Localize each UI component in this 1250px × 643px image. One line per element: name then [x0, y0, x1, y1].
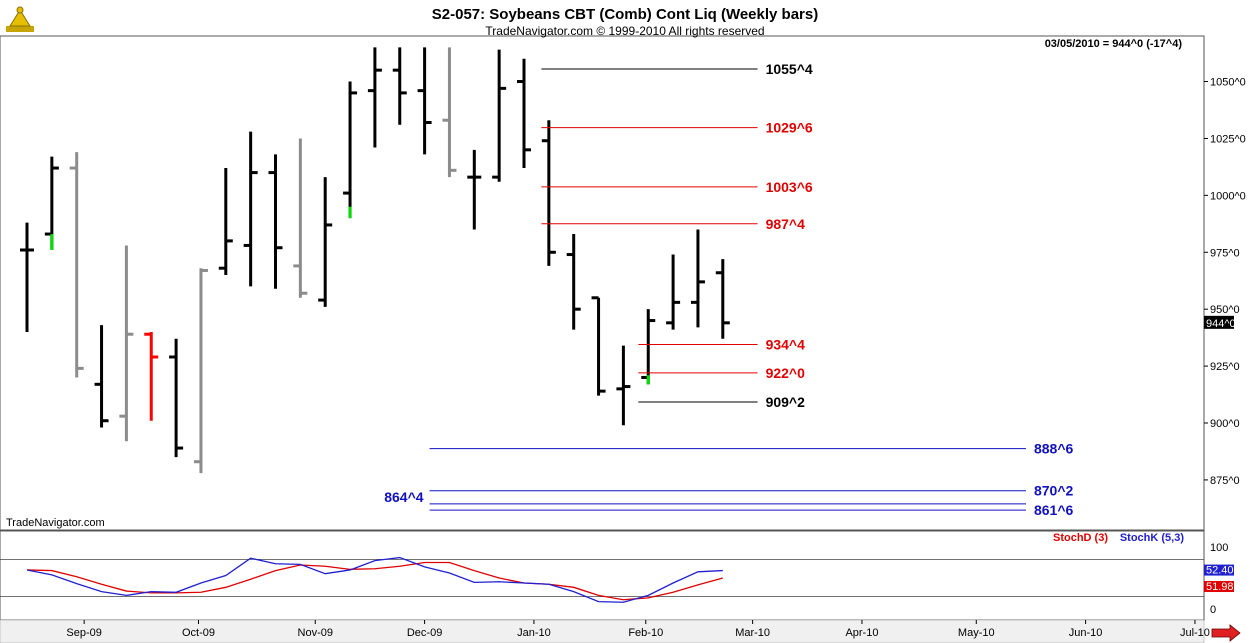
ohlc-bar — [715, 259, 730, 339]
ohlc-bar — [169, 338, 184, 458]
ohlc-bar — [517, 58, 531, 169]
price-level: 888^6 — [429, 441, 1074, 457]
y-tick-label: 1000^0 — [1210, 190, 1246, 202]
last-price-label: 944^0 — [1206, 318, 1236, 330]
price-level: 870^2 — [429, 483, 1074, 499]
x-tick-label: Dec-09 — [407, 627, 442, 639]
ohlc-bar — [243, 131, 258, 287]
price-level: 1029^6 — [541, 120, 813, 136]
price-level: 909^2 — [638, 394, 805, 410]
price-level-label: 1055^4 — [766, 61, 813, 77]
ohlc-bar — [442, 47, 457, 178]
time-axis-strip — [0, 619, 1205, 643]
stochk-last-value-tag: 52.40 — [1204, 564, 1234, 577]
stoch-y-tick-label: 0 — [1210, 604, 1216, 616]
y-tick-label: 900^0 — [1210, 418, 1240, 430]
stochastic-panel — [0, 556, 1204, 603]
price-level-label: 888^6 — [1034, 441, 1074, 457]
price-level-label: 870^2 — [1034, 483, 1074, 499]
price-level-label: 987^4 — [766, 216, 806, 232]
price-level: 987^4 — [541, 216, 805, 232]
ohlc-bar — [492, 49, 507, 182]
ohlc-bar — [666, 254, 681, 330]
x-tick-label: Jun-10 — [1069, 627, 1103, 639]
stochd-last-value: 51.98 — [1206, 581, 1234, 593]
x-tick-label: Oct-09 — [182, 627, 215, 639]
y-tick-label: 925^0 — [1210, 361, 1240, 373]
legend-stochd: StochD (3) — [1053, 532, 1108, 544]
price-level: 934^4 — [638, 336, 805, 352]
last-price-tag: 944^0 — [1204, 315, 1236, 330]
price-level-label: 922^0 — [766, 365, 806, 381]
x-tick-label: Feb-10 — [628, 627, 663, 639]
price-levels: 1055^4 1029^6 1003^6 987^4 934^4 922^0 909^2 88… — [384, 61, 1073, 518]
ohlc-bar — [318, 177, 333, 307]
price-level-label: 909^2 — [766, 394, 806, 410]
ohlc-bar — [591, 296, 606, 396]
last-price-info: 03/05/2010 = 944^0 (-17^4) — [1045, 38, 1183, 50]
price-level-label: 864^4 — [384, 489, 424, 505]
stochk-tag-box — [1204, 564, 1234, 576]
price-level: 864^4 — [384, 489, 1026, 505]
ohlc-bar — [541, 120, 556, 266]
x-tick-label: Mar-10 — [735, 627, 770, 639]
ohlc-bar — [616, 345, 631, 426]
price-level: 922^0 — [638, 365, 805, 381]
x-tick-label: May-10 — [958, 627, 995, 639]
ohlc-bar — [94, 325, 109, 428]
x-tick-label: Jan-10 — [517, 627, 551, 639]
ohlc-bar — [467, 149, 482, 230]
x-tick-label: Nov-09 — [298, 627, 333, 639]
ohlc-bar — [367, 47, 382, 148]
ohlc-bar — [566, 234, 581, 330]
price-bars — [20, 47, 730, 474]
price-level: 1055^4 — [541, 61, 813, 77]
ohlc-bar — [343, 81, 358, 219]
ohlc-bar — [690, 229, 705, 328]
ohlc-bar — [268, 154, 283, 289]
time-x-axis: Sep-09 Oct-09 Nov-09 Dec-09 Jan-10 Feb-10 Mar-… — [66, 620, 1210, 639]
x-tick-label: Jul-10 — [1180, 627, 1210, 639]
price-level: 1003^6 — [541, 179, 813, 195]
copyright-subtitle: TradeNavigator.com © 1999-2010 All right… — [485, 24, 764, 38]
watermark: TradeNavigator.com — [6, 517, 105, 529]
ohlc-bar — [293, 138, 308, 298]
price-level-label: 861^6 — [1034, 502, 1074, 518]
price-level-label: 1003^6 — [766, 179, 813, 195]
y-tick-label: 1025^0 — [1210, 133, 1246, 145]
price-level: 861^6 — [429, 502, 1074, 518]
price-level-label: 934^4 — [766, 336, 806, 352]
price-plot-frame — [0, 35, 1205, 531]
stochk-last-value: 52.40 — [1206, 565, 1234, 577]
stoch-y-tick-label: 100 — [1210, 542, 1228, 554]
x-tick-label: Sep-09 — [66, 627, 101, 639]
x-tick-label: Apr-10 — [845, 627, 878, 639]
y-tick-label: 875^0 — [1210, 475, 1240, 487]
tradenavigator-logo-icon[interactable] — [6, 6, 34, 32]
stochd-tag-box — [1204, 581, 1234, 593]
ohlc-bar — [44, 156, 59, 250]
stochd-last-value-tag: 51.98 — [1204, 581, 1234, 593]
price-level-label: 1029^6 — [766, 120, 813, 136]
stoch-series-line — [26, 556, 723, 603]
scroll-right-arrow-icon[interactable] — [1211, 624, 1241, 642]
y-tick-label: 1050^0 — [1210, 77, 1246, 89]
stoch-y-axis: 100 0 52.40 51.98 — [1204, 542, 1234, 616]
ohlc-bar — [119, 245, 134, 442]
ohlc-bar — [218, 168, 233, 276]
y-tick-label: 950^0 — [1210, 304, 1240, 316]
ohlc-bar — [69, 152, 84, 378]
ohlc-bar — [144, 331, 159, 421]
chart-title: S2-057: Soybeans CBT (Comb) Cont Liq (We… — [432, 6, 818, 23]
price-y-axis: 875^0 900^0 925^0 950^0 975^0 1000^0 1025^0 105… — [1204, 77, 1246, 487]
legend-stochk: StochK (5,3) — [1120, 532, 1185, 544]
ohlc-bar — [193, 268, 208, 474]
stoch-plot-frame — [0, 530, 1205, 621]
ohlc-bar — [20, 222, 34, 332]
ohlc-bar — [641, 309, 656, 385]
ohlc-bar — [392, 47, 407, 125]
ohlc-bar — [417, 47, 432, 155]
y-tick-label: 975^0 — [1210, 247, 1240, 259]
